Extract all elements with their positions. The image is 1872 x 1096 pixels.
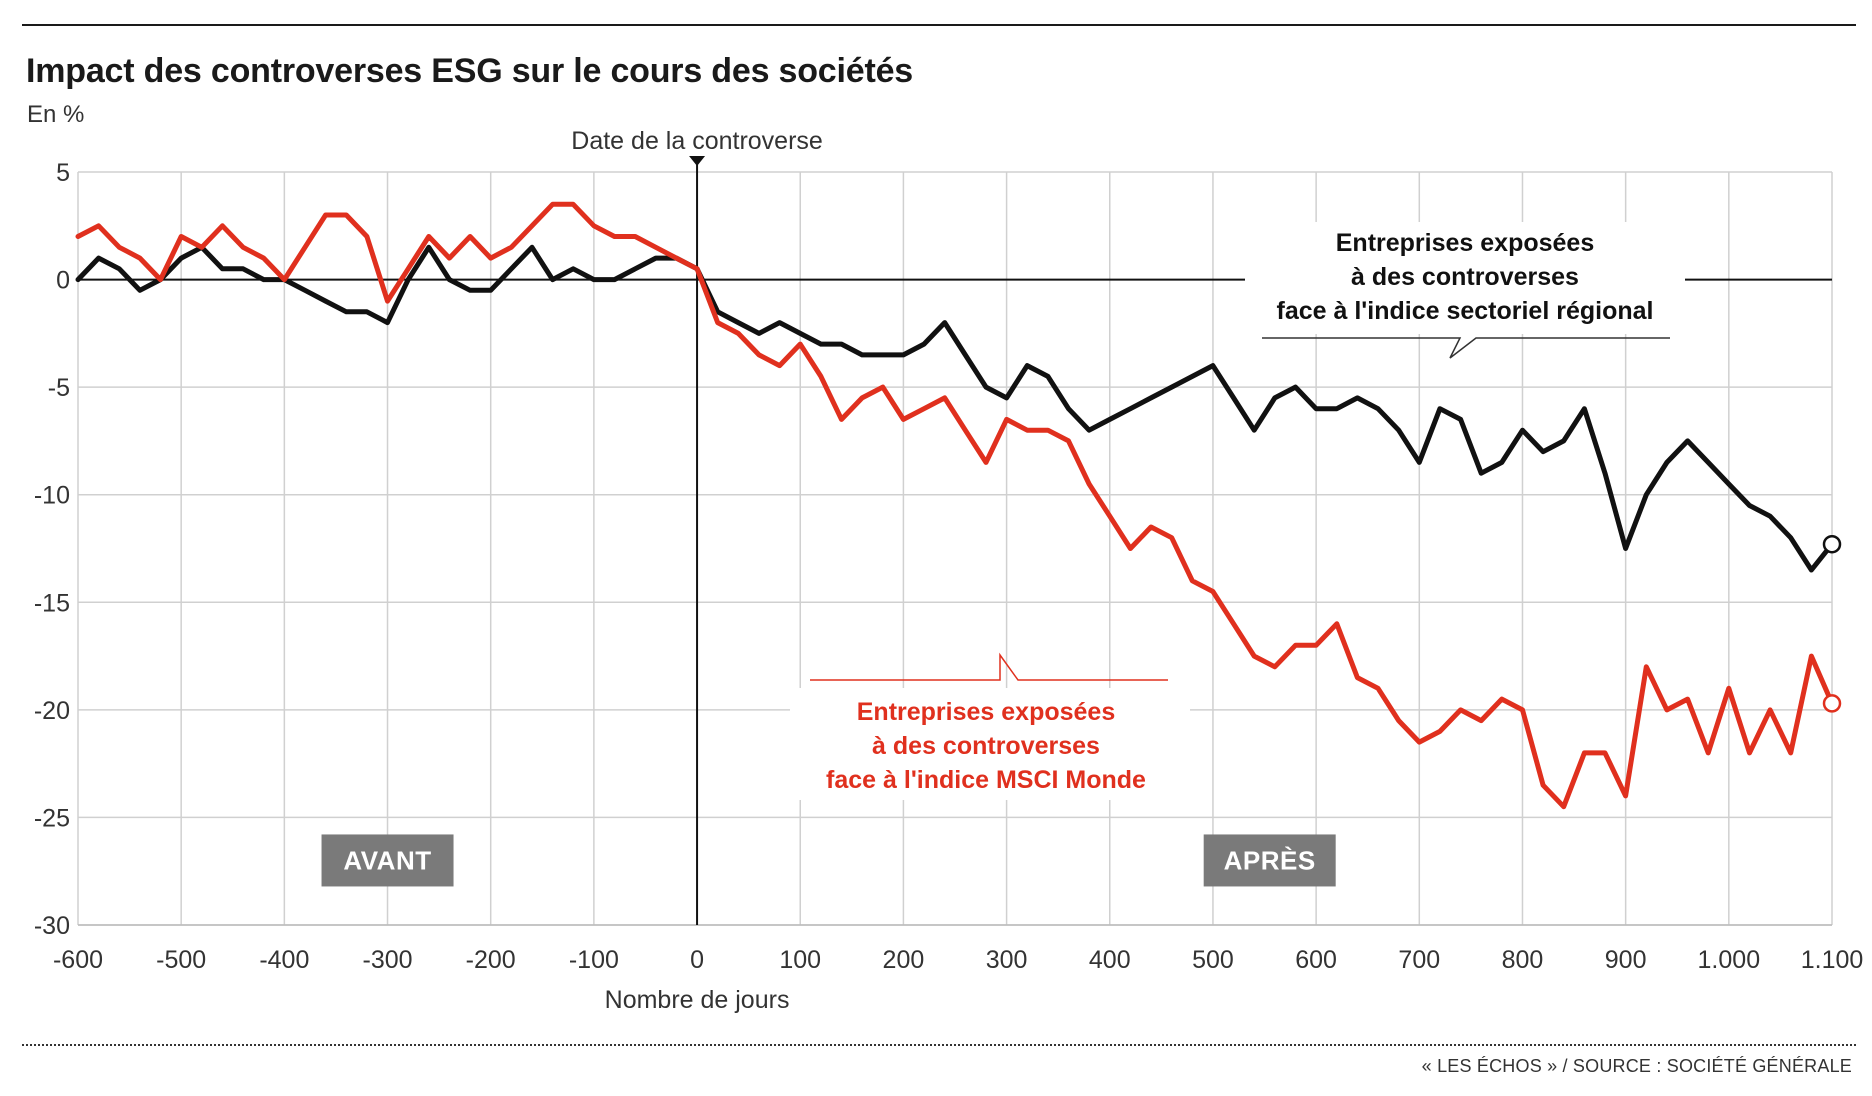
- y-tick-label: -25: [34, 804, 70, 832]
- unit-label: En %: [27, 101, 85, 128]
- x-tick-label: 1.100: [1801, 946, 1864, 974]
- x-tick-label: 500: [1192, 946, 1234, 974]
- footer-rule: [22, 1044, 1856, 1046]
- annotation-msci-line: face à l'indice MSCI Monde: [826, 766, 1146, 794]
- series-end-marker-sector: [1822, 534, 1842, 554]
- x-tick-label: 300: [986, 946, 1028, 974]
- x-tick-label: 700: [1398, 946, 1440, 974]
- x-tick-label: 800: [1502, 946, 1544, 974]
- period-label: APRÈS: [1224, 845, 1316, 875]
- x-tick-label: -300: [363, 946, 413, 974]
- annotation-bg-msci: [790, 688, 1190, 800]
- y-tick-label: -10: [34, 482, 70, 510]
- period-label: AVANT: [343, 845, 431, 875]
- x-tick-label: -600: [53, 946, 103, 974]
- x-tick-label: 900: [1605, 946, 1647, 974]
- x-tick-label: 400: [1089, 946, 1131, 974]
- y-tick-label: 0: [56, 267, 70, 295]
- period-box: [1203, 834, 1336, 887]
- annotation-bg-sector: [1245, 222, 1685, 334]
- x-axis-label: Nombre de jours: [605, 986, 790, 1014]
- annotation-sector-line: face à l'indice sectoriel régional: [1277, 297, 1654, 325]
- source-credit: « LES ÉCHOS » / SOURCE : SOCIÉTÉ GÉNÉRAL…: [1421, 1056, 1852, 1076]
- series-end-marker-msci: [1822, 694, 1842, 713]
- series-line-sector: [75, 244, 1835, 573]
- series-line-msci: [75, 201, 1835, 810]
- y-tick-label: -30: [34, 912, 70, 940]
- period-labels: AVANT APRÈS: [321, 834, 1336, 887]
- chart-title: Impact des controverses ESG sur le cours…: [26, 52, 914, 90]
- annotation-msci-line: Entreprises exposées: [857, 698, 1115, 726]
- x-axis-ticks: -600 -500 -400 -300 -200 -100 0 100 200 300 400 500…: [53, 946, 1863, 974]
- x-tick-label: 0: [690, 946, 704, 974]
- annotation-pointer-msci: [810, 652, 1168, 681]
- x-tick-label: -100: [569, 946, 619, 974]
- y-tick-label: -5: [48, 374, 70, 402]
- y-tick-label: -20: [34, 697, 70, 725]
- top-rule: [22, 24, 1856, 26]
- y-axis-ticks: 5 0 -5 -10 -15 -20 -25 -30: [34, 159, 70, 940]
- x-tick-label: -500: [156, 946, 206, 974]
- annotation-sector-line: Entreprises exposées: [1336, 229, 1594, 257]
- event-label: Date de la controverse: [571, 127, 823, 155]
- annotation-pointer-sector: [1262, 337, 1670, 359]
- x-tick-label: 600: [1295, 946, 1337, 974]
- annotation-msci-line: à des controverses: [872, 732, 1100, 760]
- x-tick-label: 100: [779, 946, 821, 974]
- x-tick-label: -200: [466, 946, 516, 974]
- y-tick-label: -15: [34, 589, 70, 617]
- event-marker: Date de la controverse: [571, 127, 823, 925]
- x-tick-label: -400: [259, 946, 309, 974]
- x-tick-label: 200: [883, 946, 925, 974]
- annotation-sector-line: à des controverses: [1351, 263, 1579, 291]
- period-box: [321, 834, 454, 887]
- y-tick-label: 5: [56, 159, 70, 187]
- x-tick-label: 1.000: [1698, 946, 1761, 974]
- chart-series: [75, 201, 1842, 810]
- event-arrow-icon: [689, 156, 706, 166]
- series-annotations: Entreprises exposées à des controverses fa…: [790, 222, 1685, 800]
